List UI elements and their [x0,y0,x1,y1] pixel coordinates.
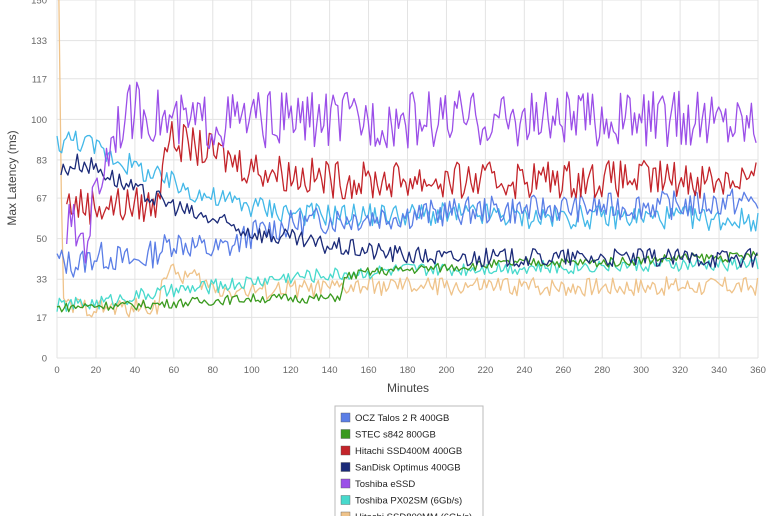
y-tick-label: 33 [36,275,47,286]
series-line [66,81,757,264]
x-tick-label: 100 [244,365,260,376]
x-tick-label: 120 [283,365,299,376]
x-tick-label: 180 [400,365,416,376]
legend-label: Toshiba eSSD [355,479,415,490]
y-tick-label: 100 [31,115,47,126]
x-tick-label: 280 [594,365,610,376]
y-tick-label: 133 [31,36,47,47]
legend-swatch [340,478,351,489]
x-tick-label: 300 [633,365,649,376]
x-tick-label: 40 [130,365,141,376]
legend-label: OCZ Talos 2 R 400GB [355,413,449,424]
series-lines [56,0,759,318]
x-axis-ticks: 0 20 40 60 80 100 120 140 160 180 200 220 240 260 280 3… [54,365,766,376]
series-line [56,250,759,313]
legend-swatch [340,462,351,472]
x-tick-label: 80 [207,365,218,376]
x-tick-label: 240 [516,365,532,376]
y-tick-label: 67 [36,194,47,205]
legend-label: STEC s842 800GB [355,430,436,441]
y-tick-label: 0 [42,354,47,365]
legend-label: Toshiba PX02SM (6Gb/s) [355,496,462,507]
x-tick-label: 360 [750,365,766,376]
series-line [58,0,759,318]
series-line [60,153,758,268]
x-tick-label: 20 [91,365,102,376]
legend-swatch [340,445,351,456]
legend-label: SanDisk Optimus 400GB [355,463,461,474]
y-tick-label: 17 [36,313,47,324]
x-tick-label: 320 [672,365,688,376]
x-tick-label: 200 [439,365,455,376]
y-tick-label: 50 [36,234,47,245]
legend-label: Hitachi SSD800MM (6Gb/s) [355,512,472,516]
legend: OCZ Talos 2 R 400GB STEC s842 800GB Hitach… [334,405,484,516]
series-line [56,257,759,312]
grid-lines [56,0,759,359]
legend-swatch [340,429,351,439]
x-tick-label: 220 [477,365,493,376]
legend-box [334,405,484,516]
x-tick-label: 260 [555,365,571,376]
series-line [66,121,757,225]
x-tick-label: 140 [322,365,338,376]
x-tick-label: 160 [361,365,377,376]
legend-swatch [340,495,351,505]
x-tick-label: 60 [169,365,180,376]
x-tick-label: 0 [54,365,59,376]
legend-swatch [340,412,351,423]
y-tick-label: 150 [31,0,47,7]
y-axis-title: Max Latency (ms) [5,130,19,225]
x-axis-title: Minutes [387,381,429,395]
series-line [56,188,759,278]
y-tick-label: 83 [36,155,47,166]
legend-label: Hitachi SSD400M 400GB [355,446,462,457]
y-tick-label: 117 [32,74,47,85]
legend-swatch [340,511,351,516]
y-axis-ticks: 0 17 33 50 67 83 100 117 133 150 [31,0,47,365]
x-tick-label: 340 [711,365,727,376]
